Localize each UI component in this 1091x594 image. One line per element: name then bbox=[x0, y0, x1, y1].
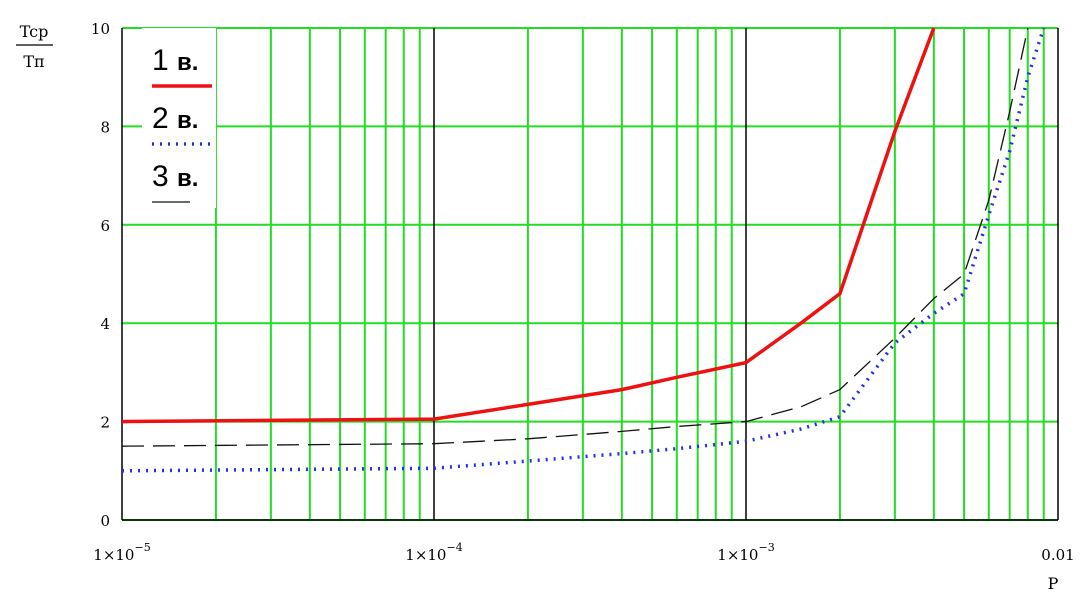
y-axis-title: Tcp Tп bbox=[16, 22, 53, 71]
x-tick-label: 1×10−3 bbox=[717, 541, 774, 564]
y-tick-label: 4 bbox=[100, 315, 110, 333]
tick-labels: 0 2 4 6 8 10 1×10−5 1×10−4 1×10−3 0.01 bbox=[91, 20, 1075, 564]
legend-label-2: 2 в. bbox=[152, 102, 198, 135]
legend: 1 в. 2 в. 3 в. bbox=[152, 44, 212, 203]
y-tick-label: 6 bbox=[100, 217, 110, 235]
x-tick-label: 1×10−5 bbox=[93, 541, 150, 564]
grid-major bbox=[121, 28, 1059, 521]
x-axis-title: P bbox=[1048, 574, 1059, 593]
legend-label-1: 1 в. bbox=[152, 44, 198, 77]
y-tick-label: 8 bbox=[100, 118, 110, 136]
y-axis-title-denominator: Tп bbox=[23, 52, 44, 71]
y-tick-label: 2 bbox=[100, 414, 110, 432]
series-line-1 bbox=[121, 27, 936, 424]
grid-minor bbox=[122, 27, 1058, 521]
x-tick-label: 0.01 bbox=[1041, 546, 1074, 564]
y-axis-title-numerator: Tcp bbox=[20, 22, 49, 41]
legend-label-3: 3 в. bbox=[152, 160, 198, 193]
series-line-3 bbox=[121, 27, 1029, 447]
x-tick-label: 1×10−4 bbox=[405, 541, 462, 564]
y-tick-label: 10 bbox=[91, 20, 110, 38]
y-tick-label: 0 bbox=[100, 512, 110, 530]
legend-background bbox=[142, 28, 216, 208]
series-layer bbox=[121, 27, 1046, 473]
